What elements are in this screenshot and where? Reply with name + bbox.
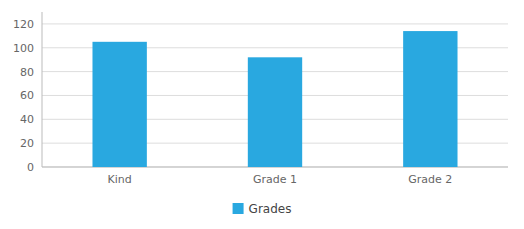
x-tick-label: Grade 2 — [408, 173, 452, 186]
y-axis-line — [42, 12, 43, 167]
chart-container: 0 20 40 60 80 100 120 Kind Grade 1 Grade 2 Grades — [0, 0, 524, 229]
chart: 0 20 40 60 80 100 120 Kind Grade 1 Grade 2 Grades — [0, 0, 524, 229]
bar — [403, 31, 457, 167]
legend-swatch — [233, 203, 244, 214]
x-tick-label: Grade 1 — [253, 173, 297, 186]
y-tick-label: 0 — [27, 161, 34, 174]
legend: Grades — [233, 202, 292, 216]
y-tick-label: 100 — [13, 42, 34, 55]
y-tick-label: 80 — [20, 66, 34, 79]
y-tick-label: 120 — [13, 18, 34, 31]
bar — [92, 42, 146, 167]
bars — [92, 31, 457, 167]
legend-label: Grades — [249, 202, 292, 216]
bar — [248, 57, 302, 167]
y-tick-label: 60 — [20, 89, 34, 102]
y-tick-label: 40 — [20, 113, 34, 126]
grid-line — [42, 23, 508, 24]
x-tick-label: Kind — [108, 173, 132, 186]
y-tick-label: 20 — [20, 137, 34, 150]
